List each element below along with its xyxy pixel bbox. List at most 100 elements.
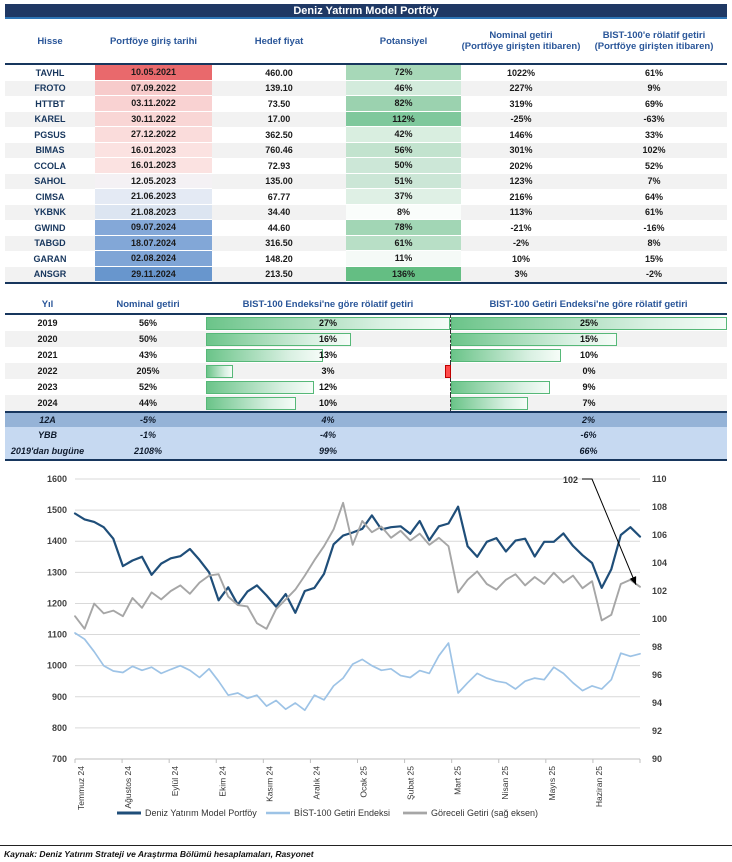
left-axis-tick: 1100 [47,630,67,640]
hisse-cell: TAVHL [35,67,65,78]
legend-label: Göreceli Getiri (sağ eksen) [431,808,538,818]
rolatif-cell: 52% [644,160,663,171]
nominal-cell: 44% [138,398,157,408]
rolatif-cell: 9% [647,83,661,94]
summary-row: YBB -1% -4% -6% [5,427,727,443]
hisse-cell: KAREL [34,114,66,125]
relative-return-bar-cell: 13% [206,347,450,363]
year-cell: 2021 [37,350,58,360]
nominal-cell: 52% [138,382,157,392]
column-header: BIST-100 Endeksi'ne göre rölatif getiri [242,299,414,310]
performance-table-header: Yıl Nominal getiri BIST-100 Endeksi'ne gör… [5,296,727,315]
column-header: Nominal getiri [116,299,180,310]
right-axis-tick: 90 [652,754,662,764]
summary-rel2-cell: -6% [580,430,597,440]
column-header: BIST-100'e rölatif getiri (Portföye giriş… [594,30,714,52]
potansiyel-cell: 136% [346,266,461,282]
hedef-cell: 460.00 [265,67,293,78]
performance-table: Yıl Nominal getiri BIST-100 Endeksi'ne gör… [5,296,727,461]
left-axis-tick: 1400 [47,536,67,546]
hisse-cell: CCOLA [34,160,66,171]
performance-row: 2021 43% 13% 10% [5,347,727,363]
series-model-portfolio [73,505,642,614]
data-bar [206,316,450,330]
relative-return-bar-cell: 10% [206,395,450,411]
hisse-cell: BIMAS [35,145,65,156]
performance-table-body: 2019 56% 27% 25% 2020 50% 16% 15% 2021 43% 13% 10% 2… [5,315,727,411]
tarih-cell: 16.01.2023 [95,158,212,174]
potansiyel-cell: 51% [346,173,461,189]
right-axis-tick: 98 [652,642,662,652]
potansiyel-cell: 56% [346,142,461,158]
portfolio-row: HTTBT 03.11.2022 73.50 82% 319% 69% [5,96,727,112]
hisse-cell: GARAN [33,253,67,264]
nominal-cell: 146% [509,129,533,140]
data-bar [206,396,297,410]
summary-yil-cell: 12A [39,415,56,425]
year-cell: 2019 [37,318,58,328]
tarih-cell: 16.01.2023 [95,142,212,158]
data-bar [206,348,324,362]
nominal-cell: -2% [512,238,529,249]
x-axis-label: Mart 25 [453,766,463,795]
nominal-cell: 50% [138,334,157,344]
summary-rel2-cell: 66% [579,446,598,456]
portfolio-row: YKBNK 21.08.2023 34.40 8% 113% 61% [5,204,727,220]
tarih-cell: 09.07.2024 [95,220,212,236]
performance-row: 2020 50% 16% 15% [5,331,727,347]
performance-chart: 700 800 900 1000 1100 1200 1300 1400 1500 1600 90 9… [0,461,732,839]
annotation-arrow [582,478,637,585]
relative-return-bar-cell: 9% [450,379,727,395]
portfolio-row: ANSGR 29.11.2024 213.50 136% 3% -2% [5,266,727,282]
bar-label: 13% [318,350,337,360]
portfolio-table-header: Hisse Portföye giriş tarihi Hedef fiyat Pot… [5,19,727,65]
data-bar [451,396,529,410]
relative-return-bar-cell: 12% [206,379,450,395]
tarih-cell: 21.06.2023 [95,189,212,205]
potansiyel-cell: 82% [346,96,461,112]
bar-label: 16% [318,334,337,344]
left-axis-tick: 700 [52,754,67,764]
right-axis-tick: 100 [652,614,667,624]
performance-row: 2022 205% 3% 0% [5,363,727,379]
nominal-cell: 56% [138,318,157,328]
portfolio-row: CCOLA 16.01.2023 72.93 50% 202% 52% [5,158,727,174]
nominal-cell: 216% [509,191,533,202]
portfolio-row: SAHOL 12.05.2023 135.00 51% 123% 7% [5,173,727,189]
data-bar [206,364,234,378]
hisse-cell: FROTO [34,83,66,94]
nominal-cell: 113% [509,207,533,218]
data-bar [451,332,617,346]
bar-label: 7% [582,398,596,408]
summary-rel1-cell: 99% [318,446,337,456]
left-axis-tick: 1500 [47,505,67,515]
summary-yil-cell: YBB [37,430,57,440]
data-bar [451,348,562,362]
nominal-cell: 227% [509,83,533,94]
potansiyel-cell: 37% [346,189,461,205]
data-bar [451,380,551,394]
hedef-cell: 72.93 [267,160,291,171]
portfolio-table: Hisse Portföye giriş tarihi Hedef fiyat Pot… [5,19,727,284]
performance-row: 2023 52% 12% 9% [5,379,727,395]
hedef-cell: 213.50 [265,269,293,280]
data-bar [445,364,451,378]
bar-label: 3% [321,366,335,376]
right-axis-tick: 106 [652,530,667,540]
column-header: Hedef fiyat [254,35,304,47]
bar-label: 25% [579,318,598,328]
annotation-label: 102 [563,475,578,485]
hisse-cell: TABGD [34,238,66,249]
legend-label: BİST-100 Getiri Endeksi [294,808,390,818]
potansiyel-cell: 50% [346,158,461,174]
potansiyel-cell: 72% [346,65,461,81]
left-axis-tick: 800 [52,723,67,733]
potansiyel-cell: 42% [346,127,461,143]
potansiyel-cell: 46% [346,80,461,96]
performance-row: 2019 56% 27% 25% [5,315,727,331]
x-axis-label: Şubat 25 [406,766,416,800]
tarih-cell: 02.08.2024 [95,251,212,267]
tarih-cell: 12.05.2023 [95,173,212,189]
nominal-cell: 3% [514,269,528,280]
portfolio-row: FROTO 07.09.2022 139.10 46% 227% 9% [5,80,727,96]
